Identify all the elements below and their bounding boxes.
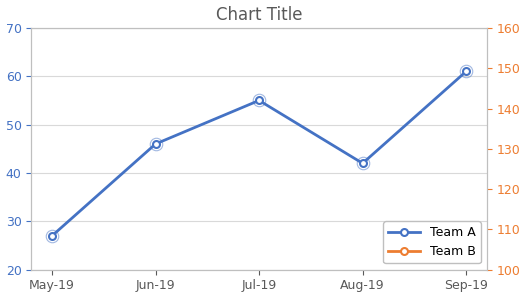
Team A (463, 70, 469, 73)
Team A (359, 162, 366, 165)
Title: Chart Title: Chart Title (216, 6, 302, 24)
Legend: Team A, Team B: Team A, Team B (383, 221, 481, 263)
Line: Team A: Team A (48, 68, 470, 239)
Team A (49, 234, 55, 238)
Team A (153, 142, 159, 146)
Team A (256, 99, 262, 102)
